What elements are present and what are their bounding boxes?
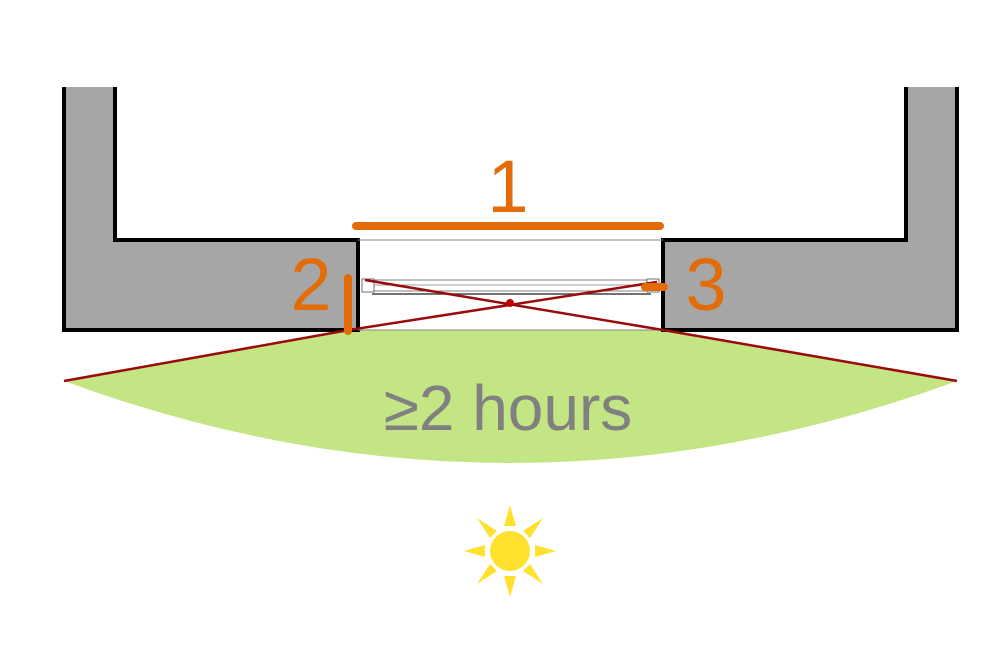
right-wall: [663, 87, 957, 330]
left-wall-outline: [62, 87, 360, 332]
ray-intersection-dot: [506, 299, 514, 307]
ray-cross-line-b: [348, 280, 658, 332]
window-width-label: 1: [487, 145, 528, 228]
right-reveal-label: 3: [685, 243, 726, 326]
left-reveal-label: 2: [290, 243, 331, 326]
ray-line-right: [662, 328, 958, 383]
sunlight-zone: [64, 330, 957, 463]
sunlight-duration-label: ≥2 hours: [384, 372, 633, 444]
left-wall: [64, 87, 358, 330]
sun-icon: [464, 505, 556, 597]
ray-line-left: [63, 328, 350, 383]
